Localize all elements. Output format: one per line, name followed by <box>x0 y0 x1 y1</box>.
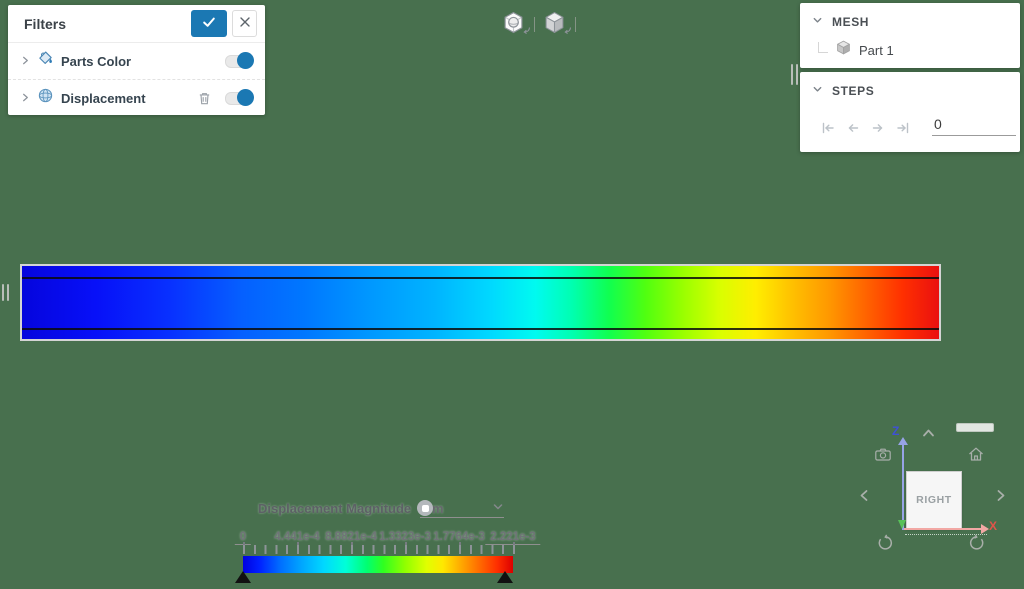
legend-title: Displacement Magnitude <box>258 500 412 516</box>
chevron-right-icon[interactable] <box>21 52 30 70</box>
cube-icon <box>836 40 851 60</box>
legend-tick: 1.3323e-3 <box>379 531 431 543</box>
z-axis-arrowhead <box>898 437 908 445</box>
x-axis-line <box>904 528 982 530</box>
x-axis-label: X <box>989 519 998 533</box>
legend-colorbar <box>243 556 513 573</box>
legend-minor-ticks <box>243 545 515 554</box>
next-step-icon[interactable] <box>870 120 886 136</box>
delete-filter-icon[interactable] <box>197 91 212 106</box>
beam-edge-line <box>22 328 939 330</box>
dropdown-corner-arrow-icon[interactable] <box>522 22 531 40</box>
apply-filters-button[interactable] <box>191 10 227 37</box>
viewport-toolbar <box>502 11 576 37</box>
unit-label: m <box>432 501 444 516</box>
filter-row-parts-color[interactable]: Parts Color <box>8 43 265 79</box>
gizmo-dotted-line <box>905 534 987 535</box>
y-axis-arrowhead <box>898 520 906 529</box>
legend-max-handle[interactable] <box>497 571 513 583</box>
step-number-input[interactable] <box>932 116 1016 136</box>
toggle-knob <box>237 88 254 106</box>
tree-item-label: Part 1 <box>859 42 894 58</box>
mesh-sphere-icon <box>37 87 54 109</box>
filter-label: Parts Color <box>61 53 132 69</box>
toggle-knob <box>237 51 254 69</box>
dropdown-corner-arrow-icon[interactable] <box>563 22 572 40</box>
legend-tick: 4.441e-4 <box>274 531 320 543</box>
steps-panel: STEPS <box>800 72 1020 152</box>
toolbar-divider <box>534 16 535 32</box>
previous-step-icon[interactable] <box>845 120 861 136</box>
steps-panel-title: STEPS <box>832 84 875 98</box>
displacement-legend: Displacement Magnitude m 0 4.441e-4 8.88… <box>230 498 541 589</box>
view-face-label: RIGHT <box>916 494 952 506</box>
displacement-toggle[interactable] <box>225 88 254 106</box>
left-panel-grip[interactable] <box>2 284 9 301</box>
close-icon <box>239 16 251 31</box>
legend-min-handle[interactable] <box>235 571 251 583</box>
x-axis-arrowhead <box>981 524 989 534</box>
roll-counterclockwise-icon[interactable] <box>876 534 894 552</box>
rotate-left-icon[interactable] <box>857 488 869 503</box>
filters-header: Filters <box>8 5 265 43</box>
view-cube-face[interactable]: RIGHT <box>906 471 962 529</box>
steps-panel-header[interactable]: STEPS <box>812 82 1008 100</box>
filters-title: Filters <box>24 15 67 32</box>
roll-clockwise-icon[interactable] <box>968 534 986 552</box>
chevron-down-icon[interactable] <box>812 82 823 100</box>
right-panel-grip[interactable] <box>791 64 798 85</box>
solid-cube-icon[interactable] <box>543 11 572 37</box>
camera-icon[interactable] <box>874 446 892 464</box>
z-axis-line <box>902 444 904 530</box>
last-step-icon[interactable] <box>895 120 911 136</box>
parts-color-toggle[interactable] <box>225 51 254 69</box>
unit-dropdown[interactable]: m <box>420 500 504 518</box>
legend-tick: 8.8821e-4 <box>325 531 377 543</box>
collapsed-panel-handle[interactable] <box>956 423 994 432</box>
close-filters-button[interactable] <box>232 10 257 37</box>
toolbar-divider <box>575 16 576 32</box>
tree-elbow <box>818 42 828 53</box>
steps-controls <box>820 116 1016 136</box>
chevron-down-icon <box>492 500 504 518</box>
chevron-right-icon[interactable] <box>21 89 30 107</box>
beam-model[interactable] <box>20 264 941 341</box>
legend-tick: 1.7764e-3 <box>433 531 485 543</box>
mesh-panel-header[interactable]: MESH <box>812 13 1008 31</box>
paint-bucket-icon <box>37 50 54 72</box>
filters-panel: Filters Parts Color Displacement <box>8 5 265 115</box>
navigation-gizmo: Z RIGHT X <box>850 420 1022 585</box>
rotate-right-icon[interactable] <box>996 488 1008 503</box>
home-icon[interactable] <box>967 445 985 463</box>
first-step-icon[interactable] <box>820 120 836 136</box>
chevron-down-icon[interactable] <box>812 13 823 31</box>
filter-row-displacement[interactable]: Displacement <box>8 79 265 116</box>
wireframe-cube-icon[interactable] <box>502 11 531 37</box>
legend-settings-icon[interactable] <box>417 500 434 516</box>
z-axis-label: Z <box>892 424 900 438</box>
beam-edge-line <box>22 277 939 279</box>
check-icon <box>201 14 217 33</box>
mesh-panel-title: MESH <box>832 15 870 29</box>
mesh-panel: MESH Part 1 <box>800 3 1020 68</box>
rotate-up-icon[interactable] <box>921 426 936 438</box>
mesh-tree-item-part1[interactable]: Part 1 <box>818 40 1008 60</box>
filter-label: Displacement <box>61 90 146 106</box>
